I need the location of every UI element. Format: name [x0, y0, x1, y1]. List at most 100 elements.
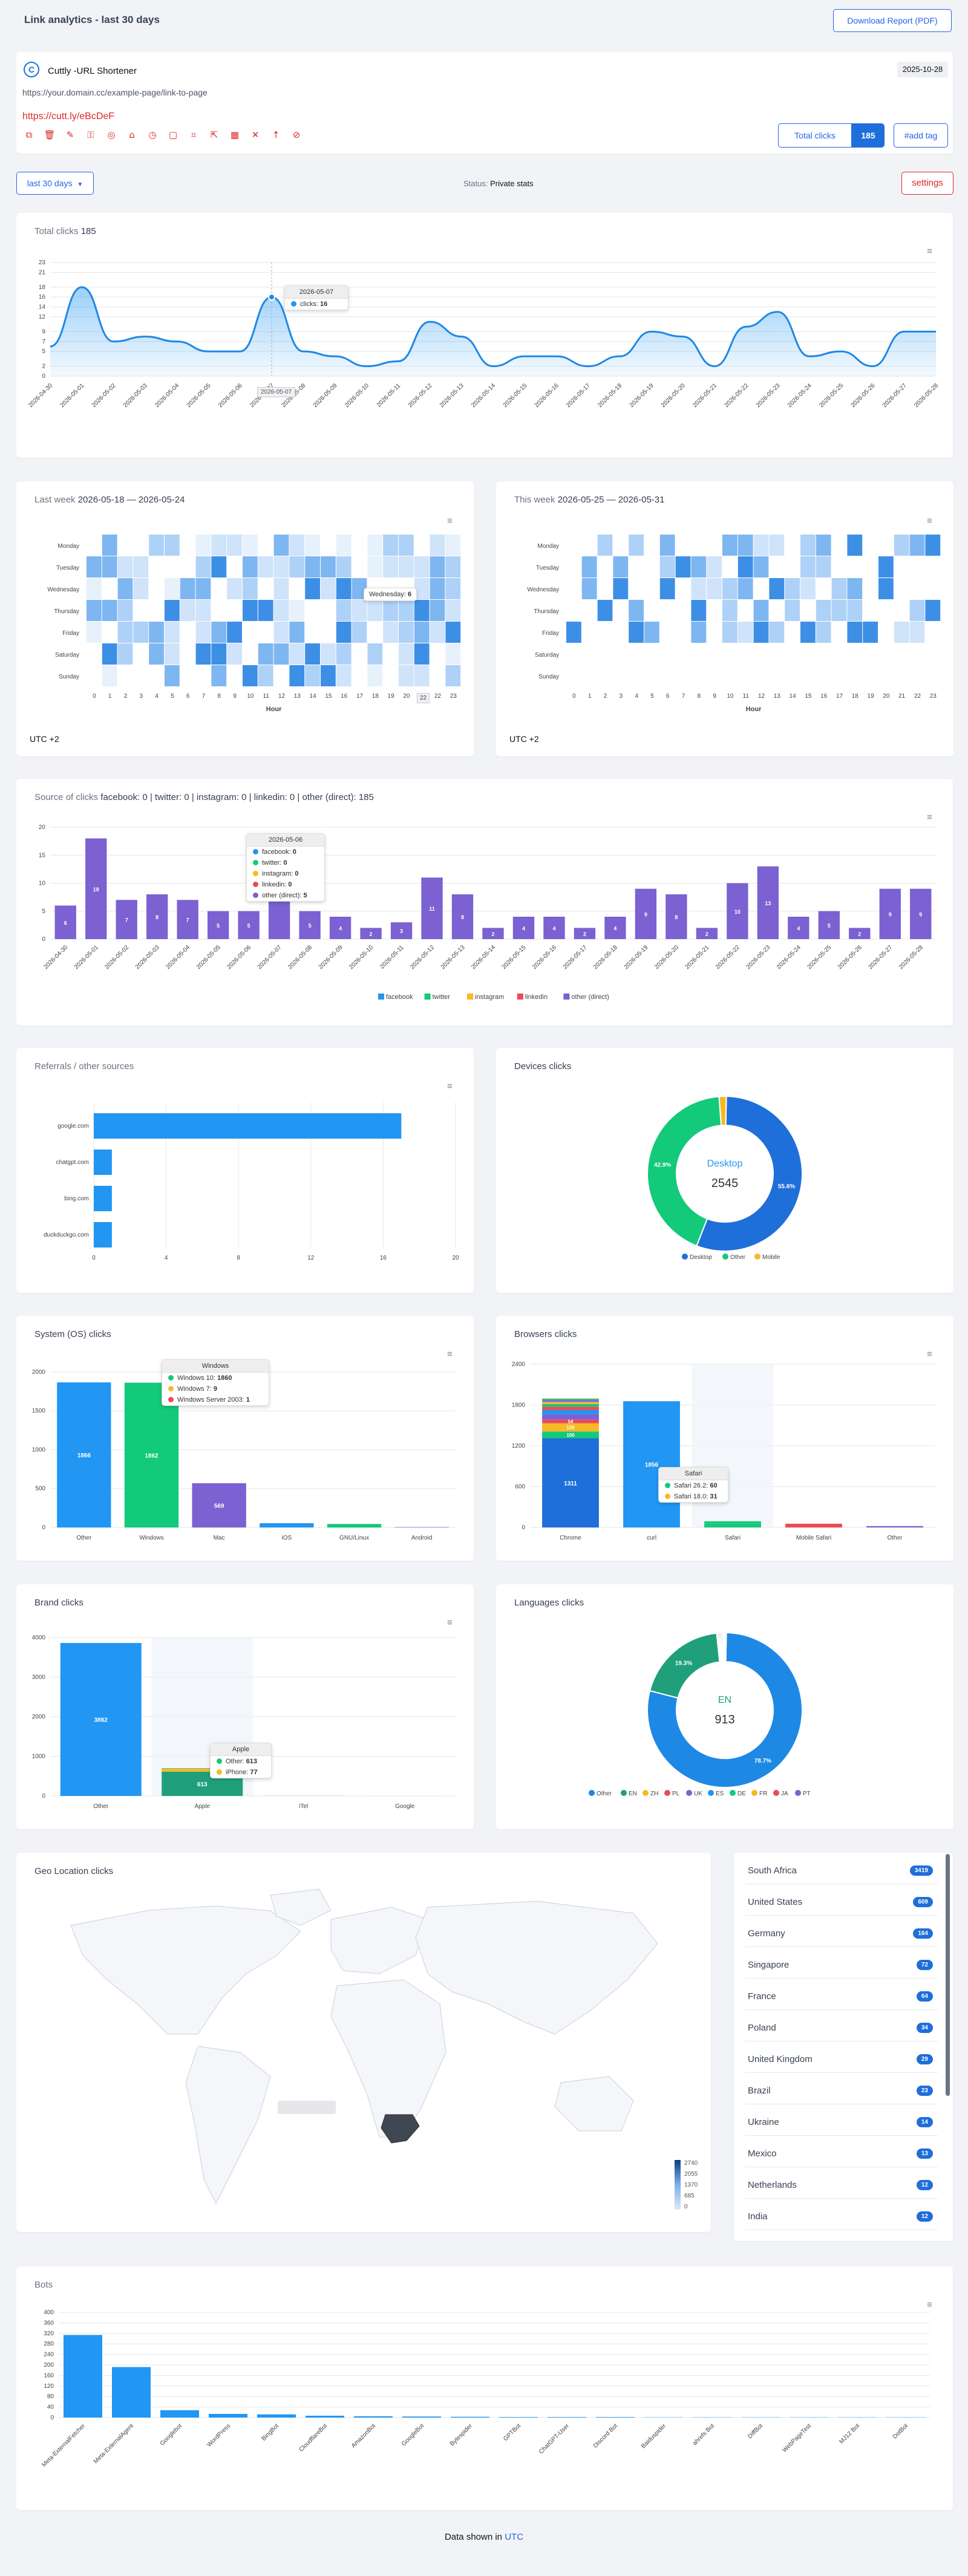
chart-menu-icon[interactable]: ≡	[447, 516, 453, 526]
heat-cell	[800, 578, 816, 599]
bar	[696, 928, 718, 939]
destination-url[interactable]: https://your.domain.cc/example-page/link…	[22, 88, 208, 97]
bar-segment	[542, 1438, 599, 1527]
heat-cell	[414, 665, 430, 686]
total-clicks-count: 185	[851, 124, 884, 147]
stop-icon[interactable]: ⊘	[292, 129, 301, 140]
chart-menu-icon[interactable]: ≡	[927, 516, 932, 526]
tag-icon[interactable]: ⌂	[129, 129, 135, 140]
heat-cell	[659, 622, 675, 643]
bar-segment	[542, 1423, 599, 1432]
center-value: 2545	[711, 1177, 739, 1190]
heat-cell	[289, 643, 305, 665]
bar-value-label: 6	[64, 920, 67, 926]
frame-icon[interactable]: ▢	[168, 129, 178, 140]
heat-cell	[305, 600, 320, 621]
key-icon[interactable]: ⚿	[87, 129, 94, 140]
y-tick-label: 0	[42, 1793, 45, 1800]
chart-menu-icon[interactable]: ≡	[447, 1081, 453, 1091]
heat-cell	[566, 535, 581, 556]
chart-menu-icon[interactable]: ≡	[447, 1349, 453, 1359]
map-legend-value: 2740	[684, 2160, 698, 2167]
edit-icon[interactable]: ✎	[66, 129, 74, 140]
heat-cell	[321, 643, 336, 665]
north-america-shape	[70, 1905, 301, 2035]
chart-menu-icon[interactable]: ≡	[927, 812, 932, 822]
x-tick-label: 20	[452, 1255, 459, 1261]
heat-cell	[597, 535, 613, 556]
y-tick-label: chatgpt.com	[56, 1159, 89, 1166]
heat-cell	[258, 556, 273, 577]
delete-icon[interactable]: ✕	[251, 129, 260, 140]
country-row[interactable]: Mexico 13	[745, 2141, 938, 2167]
country-row[interactable]: South Africa 3419	[745, 1858, 938, 1884]
heat-cell	[737, 535, 753, 556]
clock-icon[interactable]: ◷	[148, 129, 157, 140]
heat-cell	[753, 643, 769, 665]
heat-cell	[305, 643, 320, 665]
bar-value-label: 9	[644, 911, 647, 917]
footer-timezone-link[interactable]: UTC	[505, 2532, 524, 2542]
country-row[interactable]: United Kingdom 29	[745, 2046, 938, 2073]
heat-cell	[597, 600, 613, 621]
source-tooltip: 2026-05-06 facebook: 0 twitter: 0 instagra…	[246, 833, 325, 902]
country-row[interactable]: United States 609	[745, 1889, 938, 1916]
hour-label: 17	[836, 693, 843, 700]
chart-menu-icon[interactable]: ≡	[927, 246, 932, 256]
target-icon[interactable]: ◎	[107, 129, 116, 140]
trash-icon[interactable]: 🗑	[44, 129, 56, 140]
heat-cell	[613, 622, 629, 643]
total-clicks-badge[interactable]: Total clicks 185	[778, 123, 885, 148]
heat-cell	[102, 578, 117, 599]
heat-cell	[753, 535, 769, 556]
settings-button[interactable]: settings	[901, 172, 953, 195]
heat-cell	[863, 535, 878, 556]
hour-label: 15	[325, 693, 332, 700]
x-tick-label: 2026-05-19	[629, 382, 655, 409]
bar-segment	[162, 1768, 243, 1772]
up-icon[interactable]: ↑	[272, 129, 280, 140]
last-week-title-range: 2026-05-18 — 2026-05-24	[77, 495, 185, 505]
scan-icon[interactable]: ⌗	[191, 129, 197, 140]
download-report-button[interactable]: Download Report (PDF)	[833, 9, 952, 32]
country-row[interactable]: Germany 164	[745, 1921, 938, 1947]
world-map[interactable]	[16, 1853, 711, 2232]
heat-cell	[117, 535, 133, 556]
bar-value-label: 4	[339, 926, 342, 932]
heat-cell	[117, 578, 133, 599]
heat-cell	[211, 665, 227, 686]
country-list-scrollbar[interactable]	[946, 1854, 950, 2096]
source-tooltip-row: facebook: 0	[247, 847, 324, 857]
heat-cell	[195, 556, 211, 577]
heat-cell	[909, 556, 925, 577]
country-row[interactable]: Netherlands 12	[745, 2172, 938, 2199]
legend-label: UK	[694, 1791, 702, 1797]
bar-value-label: 13	[765, 900, 771, 906]
external-icon[interactable]: ⇱	[210, 129, 218, 140]
heat-cell	[644, 643, 659, 665]
chart-menu-icon[interactable]: ≡	[927, 1349, 932, 1359]
browsers-card: Browsers clicks ≡ 0 600 1200 1800 2400 100 120…	[496, 1316, 953, 1561]
heat-cell	[383, 622, 398, 643]
heat-cell	[133, 643, 149, 665]
country-row[interactable]: Poland 34	[745, 2015, 938, 2041]
qr-icon[interactable]: ▦	[230, 129, 240, 140]
heat-cell	[243, 556, 258, 577]
country-row[interactable]: Ukraine 14	[745, 2109, 938, 2136]
y-tick-label: 2400	[512, 1361, 526, 1368]
brand-card: Brand clicks ≡ 0 1000 2000 3000 4000 3862 Othe…	[16, 1584, 474, 1829]
chart-menu-icon[interactable]: ≡	[927, 2300, 932, 2310]
chart-menu-icon[interactable]: ≡	[447, 1618, 453, 1628]
heat-cell	[117, 643, 133, 665]
x-tick-label: 2026-04-30	[27, 382, 54, 409]
country-row[interactable]: Brazil 23	[745, 2078, 938, 2104]
country-row[interactable]: India 12	[745, 2204, 938, 2230]
country-row[interactable]: France 64	[745, 1983, 938, 2010]
date-range-select[interactable]: last 30 days ▼	[16, 172, 94, 195]
short-url[interactable]: https://cutt.ly/eBcDeF	[22, 111, 115, 122]
y-tick-label: 1800	[512, 1402, 526, 1409]
copy-icon[interactable]: ⧉	[25, 129, 33, 140]
country-row[interactable]: Singapore 72	[745, 1952, 938, 1979]
this-week-heatmap: Monday Tuesday Wednesday Thursday Friday Satu…	[527, 535, 941, 713]
add-tag-button[interactable]: #add tag	[894, 123, 948, 148]
